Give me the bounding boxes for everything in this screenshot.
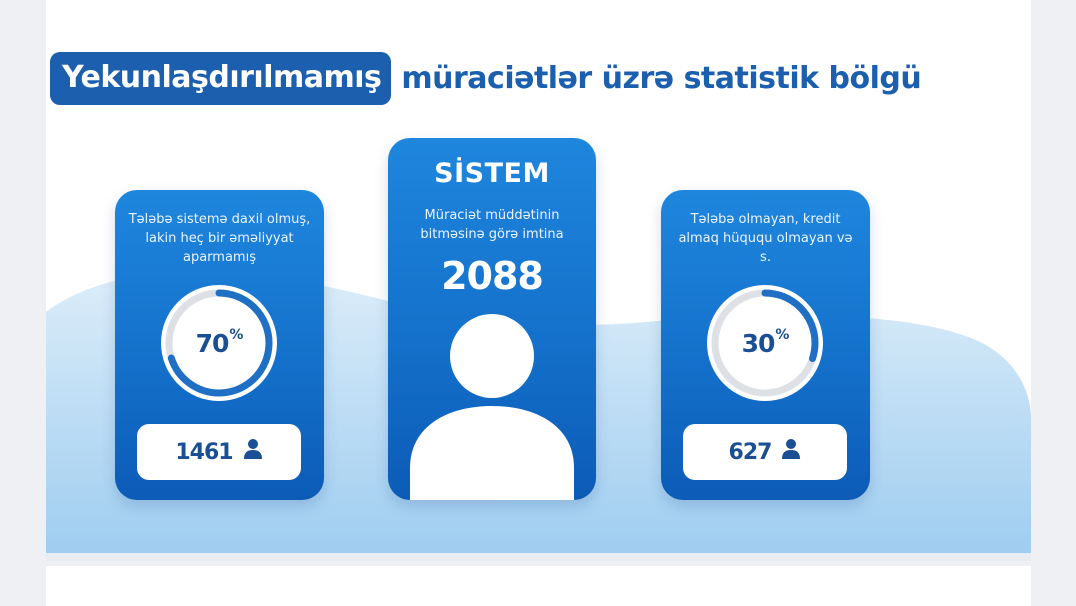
stat-card-right: Tələbə olmayan, kredit almaq hüququ olma… [661,190,870,500]
count-pill: 1461 [137,424,301,480]
percent-label: 30% [705,283,825,403]
progress-ring [161,285,277,401]
percent-value: 30 [741,328,776,358]
percent-value: 70 [195,328,230,358]
card-description: Müraciət müddətinin bitməsinə görə imtin… [420,208,564,242]
title-highlight: Yekunlaşdırılmamış [50,51,392,105]
user-icon [781,438,801,466]
card-description: Tələbə olmayan, kredit almaq hüququ olma… [678,212,853,265]
progress-ring [707,285,823,401]
percent-label: 70% [159,283,279,403]
count-value: 1461 [175,439,233,465]
section-divider [46,553,1031,561]
stat-card-left: Tələbə sistemə daxil olmuş, lakin heç bi… [115,190,324,500]
count-pill: 627 [683,424,847,480]
person-icon [410,314,574,500]
title-text: müraciətlər üzrə statistik bölgü [401,60,922,96]
percent-sign: % [775,327,789,343]
user-icon [243,438,263,466]
card-heading: SİSTEM [434,158,550,189]
percent-sign: % [229,327,243,343]
count-value: 2088 [441,254,544,298]
next-section-card [46,566,1031,606]
count-value: 627 [728,439,773,465]
page-title: Yekunlaşdırılmamış müraciətlər üzrə stat… [50,50,922,106]
stat-card-center: SİSTEM Müraciət müddətinin bitməsinə gör… [388,138,596,500]
card-description: Tələbə sistemə daxil olmuş, lakin heç bi… [128,212,311,265]
